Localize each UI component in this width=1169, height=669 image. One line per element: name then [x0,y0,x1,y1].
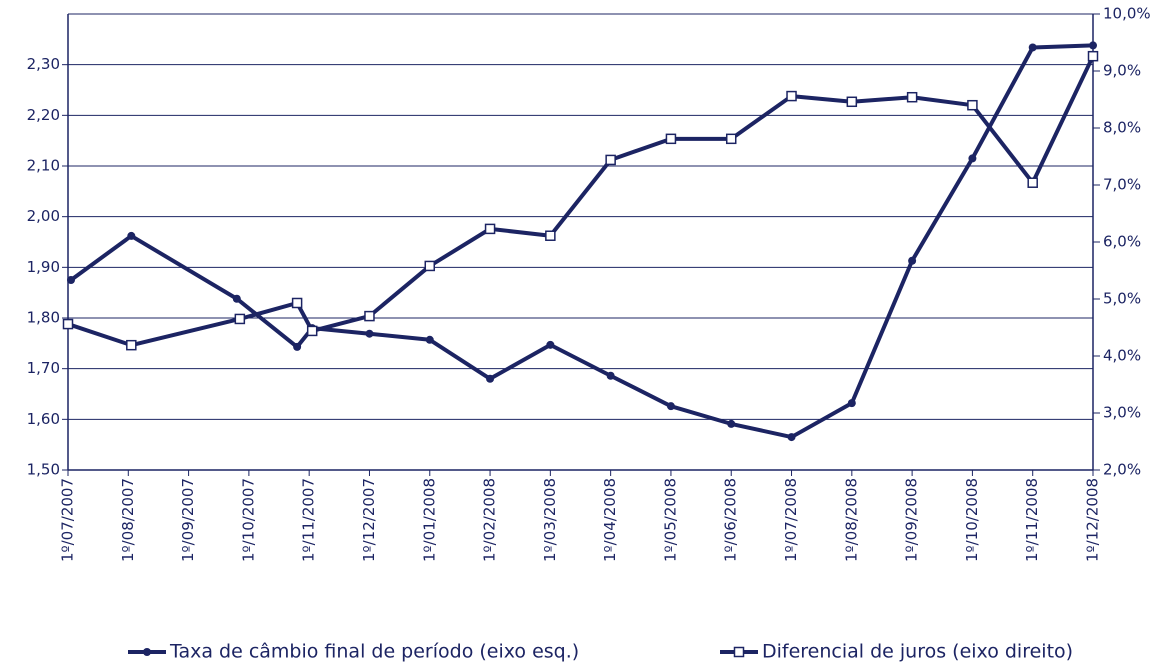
data-point [906,91,918,103]
x-tick-label: 1º/05/2008 [661,478,679,562]
x-tick-label: 1º/12/2007 [360,478,378,562]
data-point [846,96,858,108]
y-tick-label: 2,30 [27,55,60,73]
y2-tick-label: 7,0% [1103,176,1141,194]
data-point [306,325,318,337]
y2-tick-label: 3,0% [1103,404,1141,422]
y-tick-label: 2,00 [27,207,60,225]
y2-tick-label: 8,0% [1103,119,1141,137]
x-tick-label: 1º/01/2008 [420,478,438,562]
data-point [1087,50,1099,62]
data-point [665,133,677,145]
data-point [127,231,136,240]
data-point [908,256,917,265]
data-point [67,276,76,284]
x-tick-label: 1º/04/2008 [601,478,619,562]
data-point [62,318,74,330]
x-tick-label: 1º/03/2008 [541,478,559,562]
x-tick-label: 1º/06/2008 [722,478,740,562]
x-tick-label: 1º/08/2008 [842,478,860,562]
data-point [786,90,797,102]
x-tick-label: 1º/07/2008 [782,478,800,562]
data-point [486,374,495,383]
x-tick-label: 1º/10/2008 [963,478,981,562]
legend-label: Diferencial de juros (eixo direito) [762,641,1073,663]
data-point [1028,43,1037,52]
y-tick-label: 1,50 [27,461,60,479]
data-point [606,371,615,380]
data-point [484,223,496,235]
y-tick-label: 1,60 [27,410,60,428]
data-point [1089,41,1097,50]
x-tick-label: 1º/08/2007 [119,478,137,562]
data-point [605,154,616,166]
data-point [232,294,241,303]
y2-tick-label: 6,0% [1103,233,1141,251]
y-tick-label: 2,10 [27,157,60,175]
legend-marker [733,646,745,658]
x-tick-label: 1º/07/2007 [59,478,77,562]
y-tick-label: 1,70 [27,359,60,377]
data-point [126,339,137,351]
y2-tick-label: 10,0% [1103,5,1151,23]
y2-tick-label: 9,0% [1103,62,1141,80]
data-point [425,335,434,344]
legend-label: Taxa de câmbio final de período (eixo es… [169,641,579,663]
x-tick-label: 1º/12/2008 [1084,478,1102,562]
data-point [546,340,555,349]
y-tick-label: 1,90 [27,258,60,276]
data-point [291,297,303,309]
x-tick-label: 1º/09/2008 [903,478,921,562]
data-point [968,154,977,163]
y-tick-label: 2,20 [27,106,60,124]
legend-marker [143,648,151,656]
x-tick-label: 1º/09/2007 [179,478,197,562]
data-point [424,260,436,272]
y-tick-label: 1,80 [27,309,60,327]
data-point [364,310,375,322]
series-line [67,55,1095,348]
data-point [545,230,556,241]
data-point [727,419,736,428]
x-tick-label: 1º/02/2008 [481,478,499,562]
data-point [365,329,374,338]
y2-tick-label: 5,0% [1103,290,1141,308]
data-point [234,313,246,325]
data-point [787,433,796,442]
x-tick-label: 1º/11/2007 [300,478,318,562]
series-line [69,43,1094,440]
y2-tick-label: 2,0% [1103,461,1141,479]
data-point [293,342,302,351]
data-point [847,399,856,408]
y2-tick-label: 4,0% [1103,347,1141,365]
x-tick-label: 1º/11/2008 [1023,478,1041,562]
data-point [1027,177,1038,188]
data-point [666,402,675,411]
x-tick-label: 1º/10/2007 [239,478,257,562]
data-point [725,133,737,145]
data-point [967,99,978,111]
